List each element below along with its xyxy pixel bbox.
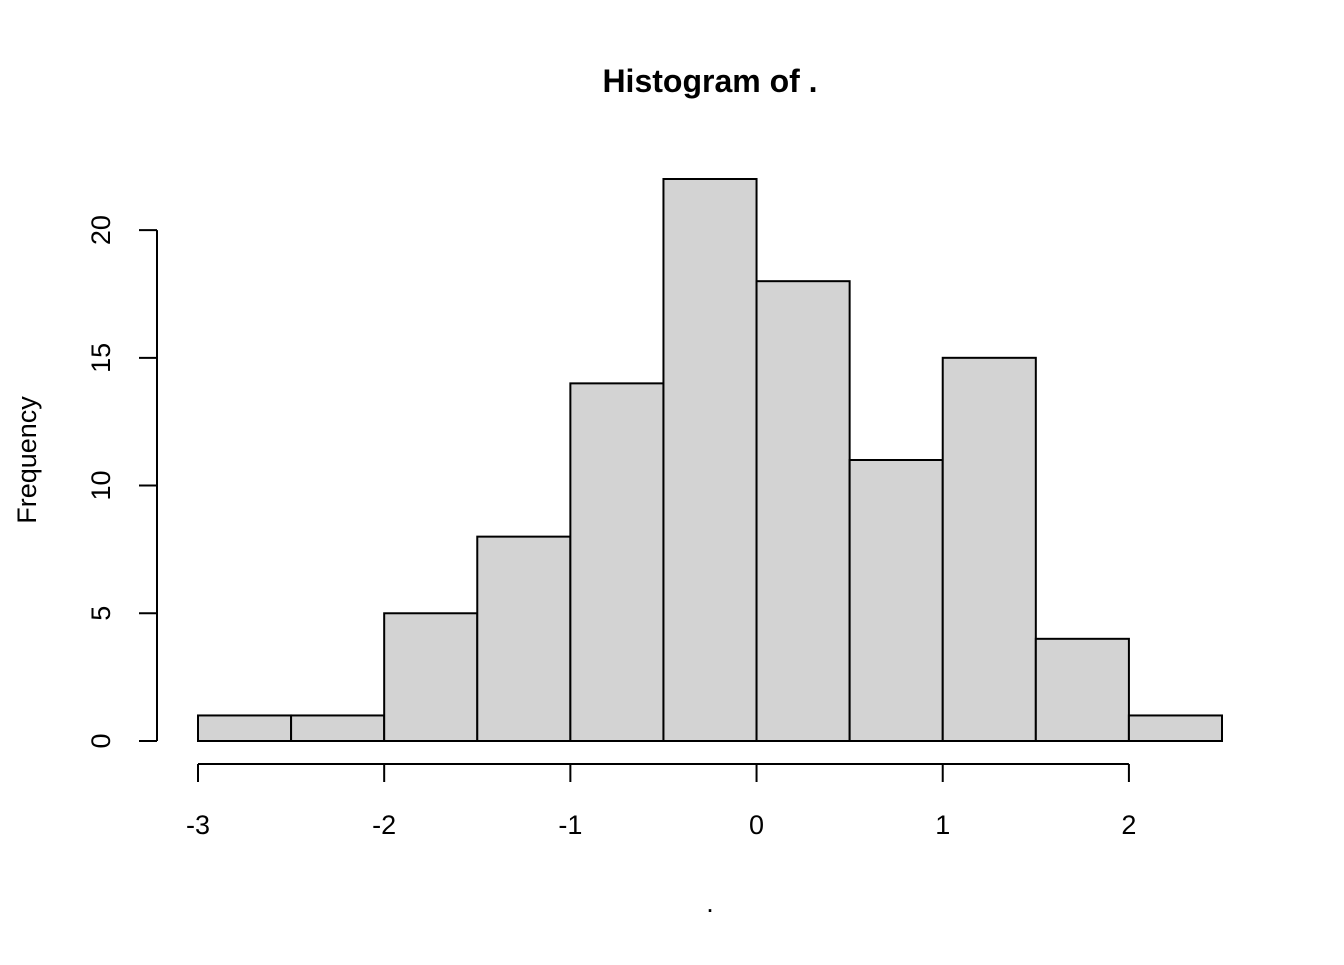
y-tick-label: 10 xyxy=(86,471,116,501)
bar xyxy=(941,356,1037,742)
bar xyxy=(848,459,944,742)
bar xyxy=(1034,637,1130,742)
bar xyxy=(476,535,572,742)
bar xyxy=(383,612,479,742)
bar xyxy=(755,280,851,742)
y-tick-label: 5 xyxy=(86,606,116,621)
bar xyxy=(662,178,758,742)
x-tick-label: -3 xyxy=(186,810,210,840)
bar xyxy=(569,382,665,742)
bar xyxy=(290,714,386,742)
y-tick-label: 20 xyxy=(86,215,116,245)
bar xyxy=(1127,714,1223,742)
x-tick-label: 0 xyxy=(749,810,764,840)
x-tick-label: -1 xyxy=(558,810,582,840)
bar xyxy=(197,714,293,742)
x-axis-label: . xyxy=(706,888,714,918)
y-tick-label: 15 xyxy=(86,343,116,373)
x-tick-label: 2 xyxy=(1121,810,1136,840)
x-tick-label: 1 xyxy=(935,810,950,840)
y-tick-label: 0 xyxy=(86,733,116,748)
y-axis-label: Frequency xyxy=(12,396,42,524)
x-tick-label: -2 xyxy=(372,810,396,840)
chart-title: Histogram of . xyxy=(602,63,817,99)
